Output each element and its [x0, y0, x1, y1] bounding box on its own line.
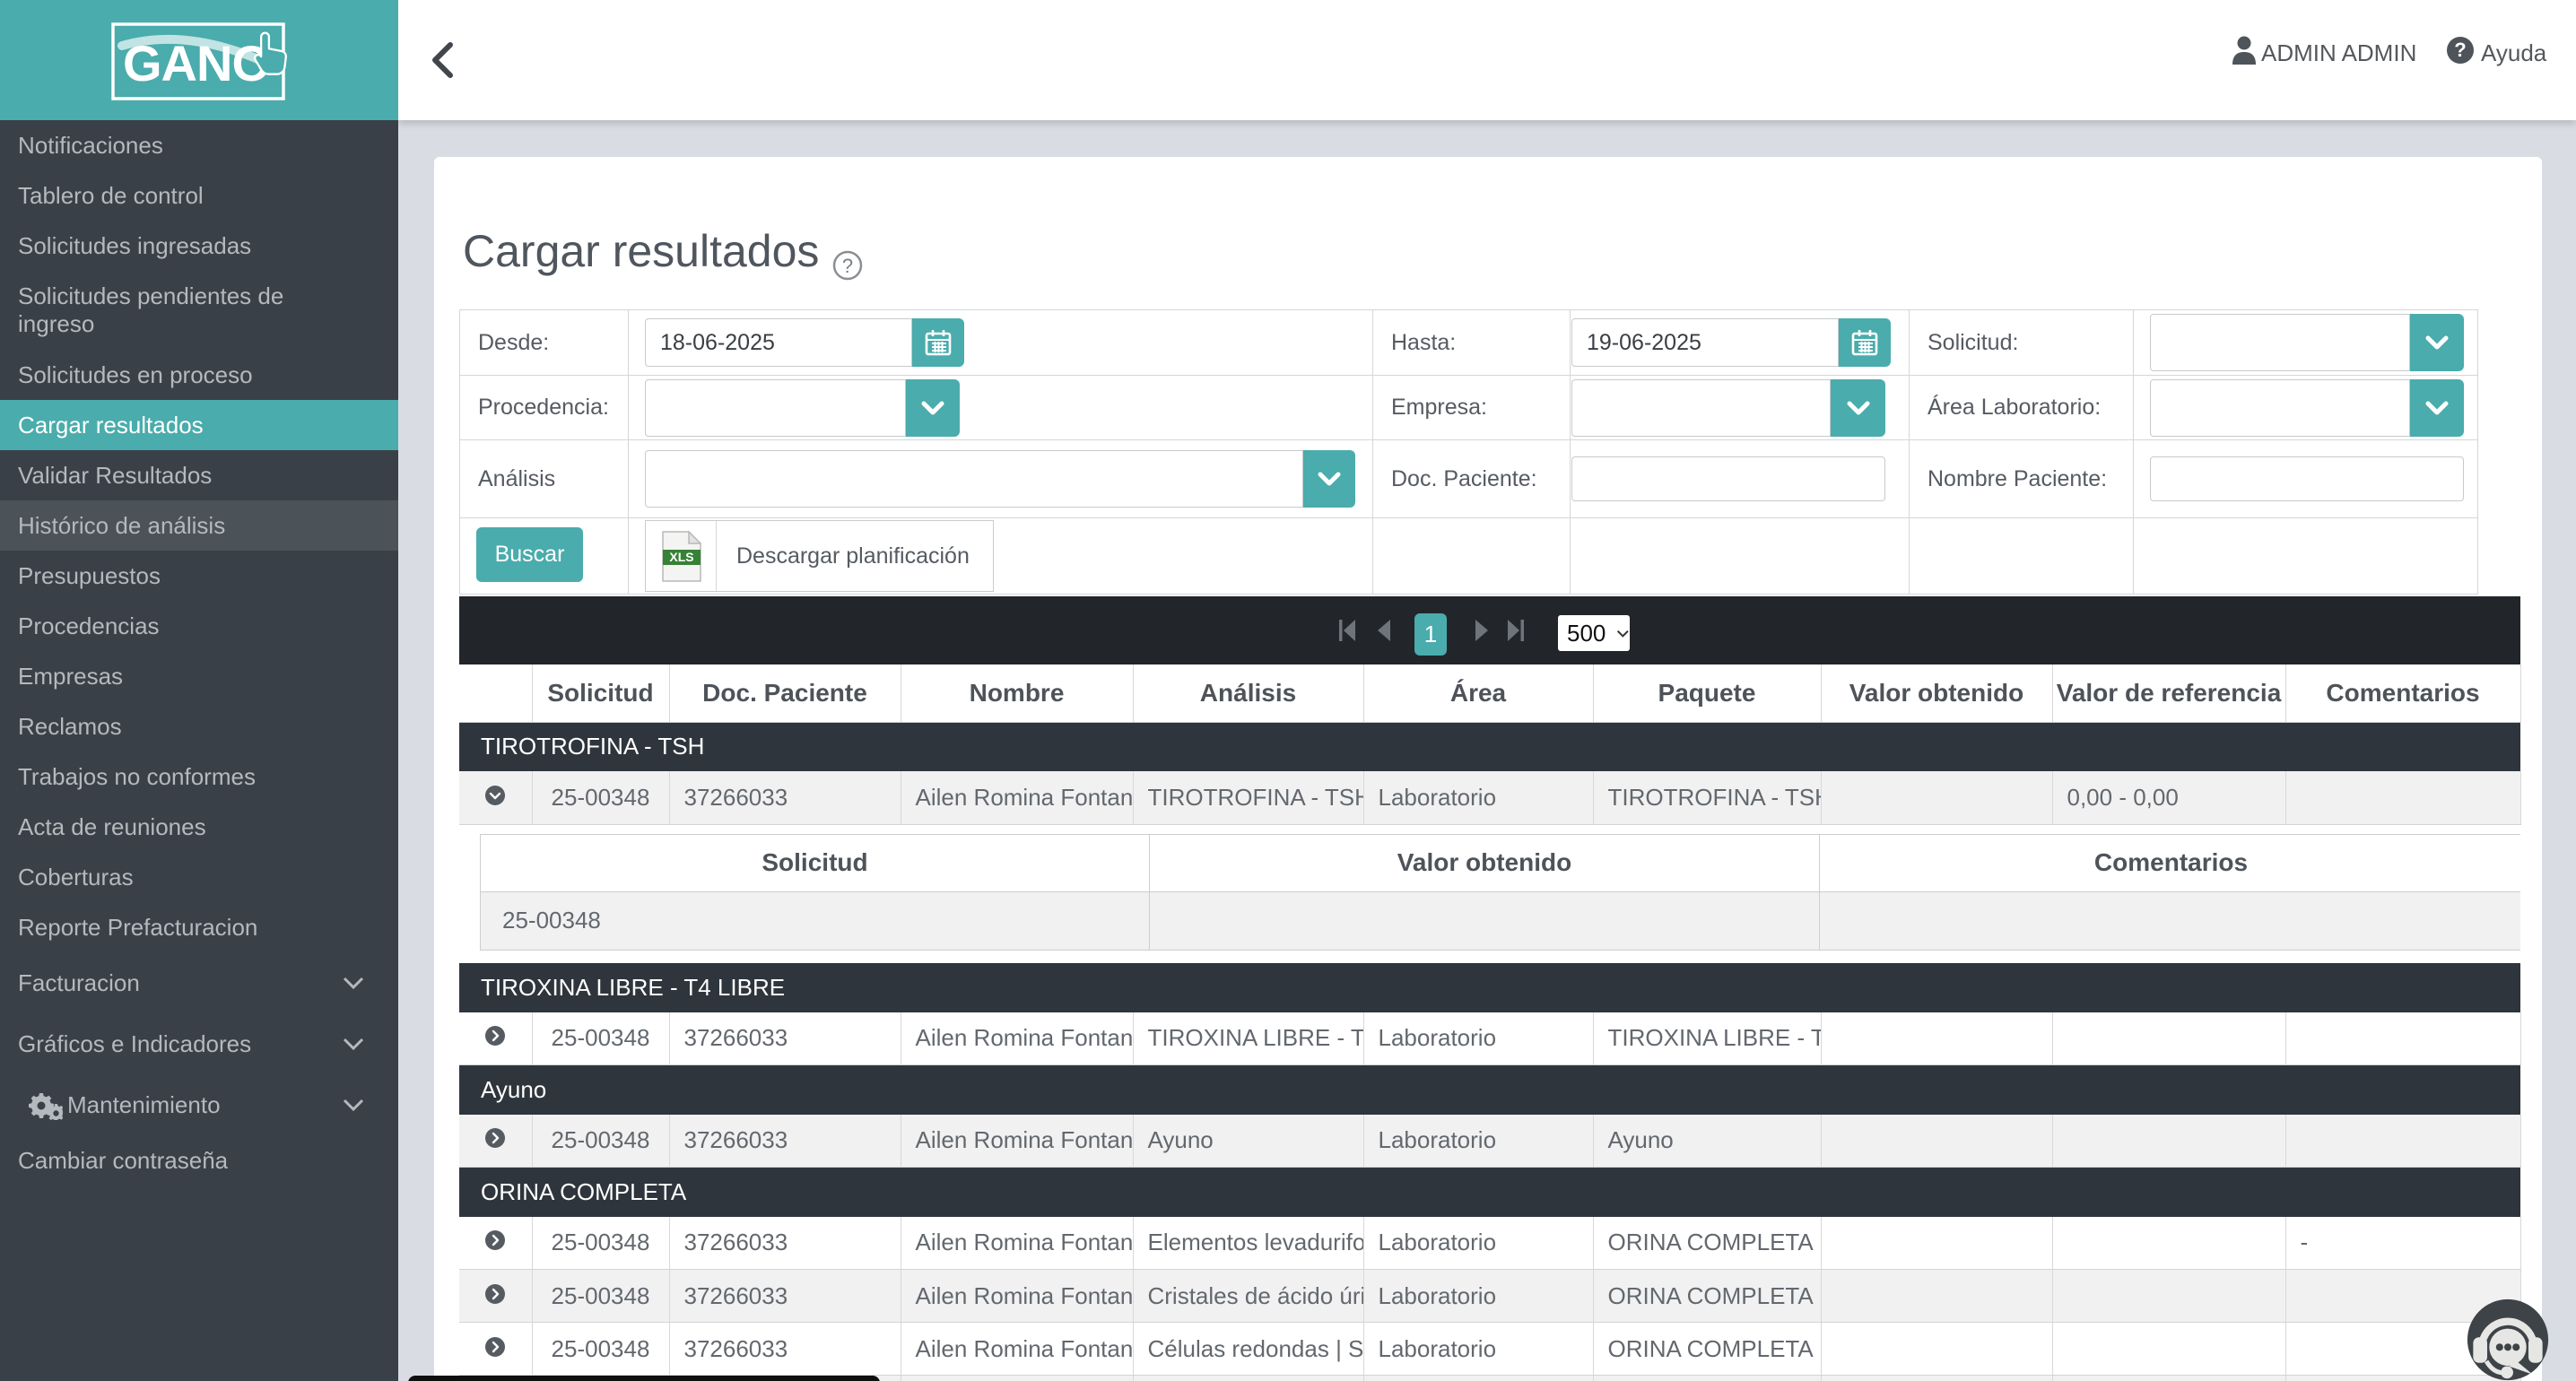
- svg-text:XLS: XLS: [669, 550, 693, 564]
- svg-text:?: ?: [2454, 39, 2466, 61]
- svg-text:?: ?: [842, 255, 853, 277]
